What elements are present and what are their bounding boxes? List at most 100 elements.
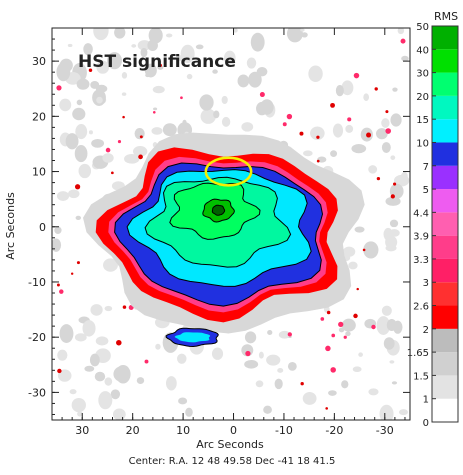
colorbar-label: 1.5 — [413, 371, 429, 382]
colorbar-swatch — [432, 189, 458, 213]
noise-patch — [144, 63, 157, 78]
colorbar-swatch — [432, 258, 458, 283]
colorbar-swatch — [432, 305, 458, 329]
noise-patch — [104, 305, 113, 312]
noise-speck — [347, 117, 352, 122]
noise-patch — [287, 361, 297, 371]
x-tick-label: 20 — [126, 424, 140, 437]
noise-speck — [325, 407, 328, 410]
noise-patch — [263, 405, 272, 414]
noise-speck — [139, 135, 143, 139]
colorbar-swatch — [432, 352, 458, 376]
noise-patch — [74, 333, 87, 342]
noise-patch — [341, 80, 354, 96]
noise-patch — [104, 377, 113, 386]
noise-patch — [103, 258, 118, 272]
noise-patch — [246, 57, 257, 69]
noise-patch — [368, 388, 379, 396]
noise-patch — [88, 130, 93, 135]
noise-patch — [180, 44, 195, 64]
colorbar-label: 40 — [416, 45, 429, 56]
noise-patch — [267, 330, 273, 336]
noise-patch — [52, 238, 62, 252]
noise-patch — [244, 331, 257, 344]
noise-patch — [89, 353, 100, 367]
noise-speck — [59, 289, 64, 294]
arm-knot-core — [174, 332, 211, 343]
noise-patch — [354, 226, 365, 233]
peak — [211, 204, 226, 216]
noise-speck — [376, 176, 381, 181]
noise-patch — [137, 40, 152, 51]
noise-patch — [121, 92, 127, 96]
x-tick-label: -10 — [275, 424, 293, 437]
x-tick-label: -30 — [376, 424, 394, 437]
noise-patch — [96, 96, 103, 104]
x-tick-label: 0 — [230, 424, 237, 437]
colorbar-label: 30 — [416, 69, 429, 80]
noise-speck — [331, 333, 336, 338]
noise-patch — [178, 397, 188, 405]
noise-patch — [237, 74, 250, 88]
noise-patch — [274, 378, 283, 390]
noise-patch — [342, 246, 356, 257]
noise-patch — [221, 116, 231, 127]
noise-patch — [67, 43, 73, 48]
noise-patch — [375, 128, 388, 140]
noise-patch — [94, 371, 106, 382]
noise-speck — [316, 159, 320, 163]
noise-speck — [356, 287, 359, 291]
noise-patch — [383, 227, 393, 241]
colorbar-label: 5 — [423, 185, 429, 196]
chart-title: HST significance — [78, 52, 236, 72]
noise-patch — [95, 336, 109, 346]
noise-patch — [338, 327, 345, 333]
colorbar-swatch — [432, 165, 458, 190]
noise-patch — [114, 28, 126, 39]
noise-patch — [332, 123, 344, 138]
noise-speck — [393, 182, 397, 186]
noise-patch — [107, 52, 122, 70]
noise-speck — [320, 317, 325, 321]
noise-speck — [116, 339, 122, 346]
noise-patch — [113, 366, 129, 382]
noise-patch — [78, 163, 92, 179]
noise-patch — [363, 241, 379, 259]
noise-patch — [54, 226, 62, 234]
noise-patch — [152, 85, 165, 94]
noise-patch — [186, 73, 193, 80]
noise-patch — [397, 28, 405, 35]
noise-speck — [316, 135, 320, 139]
noise-speck — [144, 359, 149, 364]
y-tick-label: 10 — [32, 166, 46, 179]
colorbar-swatch — [432, 72, 458, 96]
noise-speck — [74, 184, 81, 190]
noise-patch — [221, 95, 228, 105]
noise-patch — [84, 365, 95, 372]
noise-patch — [341, 318, 356, 332]
noise-speck — [362, 248, 366, 252]
noise-patch — [241, 122, 254, 132]
noise-patch — [260, 99, 274, 115]
noise-patch — [200, 108, 216, 124]
noise-patch — [57, 369, 72, 382]
noise-patch — [232, 28, 238, 33]
y-axis-label: Arc Seconds — [4, 192, 17, 260]
noise-patch — [83, 43, 93, 56]
colorbar-label: 0 — [423, 418, 429, 429]
colorbar: 0 1 1.5 1.65 2 2.6 3 3.3 3.9 4.4 5 7 10 15 20 30 40 50 — [407, 22, 459, 429]
noise-patch — [72, 107, 86, 121]
colorbar-swatch — [432, 328, 458, 353]
highlight-ellipse — [204, 156, 253, 187]
noise-patch — [140, 47, 148, 58]
noise-patch — [277, 368, 284, 373]
noise-patch — [98, 391, 113, 410]
noise-speck — [300, 382, 304, 386]
noise-speck — [122, 115, 125, 119]
noise-patch — [389, 360, 395, 364]
colorbar-swatch — [432, 282, 458, 306]
noise-speck — [70, 272, 74, 275]
colorbar-label: 7 — [423, 162, 429, 173]
noise-speck — [326, 310, 331, 315]
